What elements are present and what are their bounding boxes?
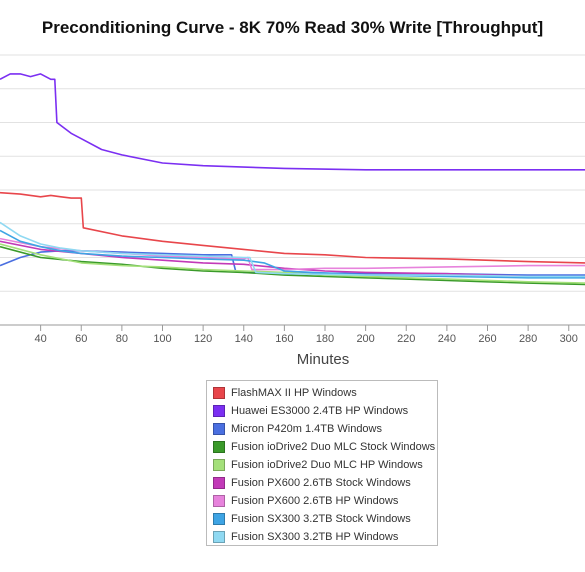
legend-label: Fusion PX600 2.6TB HP Windows (231, 495, 399, 507)
chart-title: Preconditioning Curve - 8K 70% Read 30% … (41, 18, 544, 37)
x-tick-label: 40 (35, 333, 47, 345)
x-tick-label: 240 (438, 333, 456, 345)
legend-item: Huawei ES3000 2.4TB HP Windows (213, 402, 437, 420)
legend-item: FlashMAX II HP Windows (213, 384, 437, 402)
x-tick-label: 300 (560, 333, 578, 345)
legend-item: Fusion ioDrive2 Duo MLC HP Windows (213, 456, 437, 474)
legend-swatch (213, 477, 225, 489)
legend-swatch (213, 531, 225, 543)
legend-swatch (213, 513, 225, 525)
series-line (0, 245, 585, 286)
series-line (0, 73, 585, 171)
x-tick-label: 140 (235, 333, 253, 345)
legend-item: Fusion SX300 3.2TB HP Windows (213, 528, 437, 546)
x-tick-label: 220 (397, 333, 415, 345)
x-axis-title: Minutes (297, 351, 350, 368)
series-line (0, 191, 585, 264)
series-line (0, 243, 585, 284)
legend-label: Fusion PX600 2.6TB Stock Windows (231, 477, 411, 489)
series-line (0, 229, 585, 279)
x-tick-label: 120 (194, 333, 212, 345)
legend-swatch (213, 459, 225, 471)
legend-label: Micron P420m 1.4TB Windows (231, 423, 382, 435)
legend-item: Fusion PX600 2.6TB HP Windows (213, 492, 437, 510)
legend-label: Fusion SX300 3.2TB Stock Windows (231, 513, 411, 525)
x-tick-label: 100 (153, 333, 171, 345)
legend-swatch (213, 423, 225, 435)
series-line (0, 221, 585, 278)
x-tick-label: 200 (356, 333, 374, 345)
x-tick-label: 60 (75, 333, 87, 345)
legend-label: Fusion SX300 3.2TB HP Windows (231, 531, 399, 543)
legend-item: Fusion SX300 3.2TB Stock Windows (213, 510, 437, 528)
x-tick-label: 180 (316, 333, 334, 345)
legend-label: Fusion ioDrive2 Duo MLC HP Windows (231, 459, 423, 471)
legend-swatch (213, 387, 225, 399)
legend-item: Fusion PX600 2.6TB Stock Windows (213, 474, 437, 492)
legend-label: FlashMAX II HP Windows (231, 387, 357, 399)
legend-label: Huawei ES3000 2.4TB HP Windows (231, 405, 409, 417)
x-tick-label: 80 (116, 333, 128, 345)
x-tick-label: 260 (478, 333, 496, 345)
legend-swatch (213, 441, 225, 453)
legend-swatch (213, 495, 225, 507)
x-tick-label: 280 (519, 333, 537, 345)
x-tick-label: 160 (275, 333, 293, 345)
legend-swatch (213, 405, 225, 417)
legend-item: Fusion ioDrive2 Duo MLC Stock Windows (213, 438, 437, 456)
legend-label: Fusion ioDrive2 Duo MLC Stock Windows (231, 441, 436, 453)
chart-legend: FlashMAX II HP Windows Huawei ES3000 2.4T… (206, 380, 438, 546)
legend-item: Micron P420m 1.4TB Windows (213, 420, 437, 438)
